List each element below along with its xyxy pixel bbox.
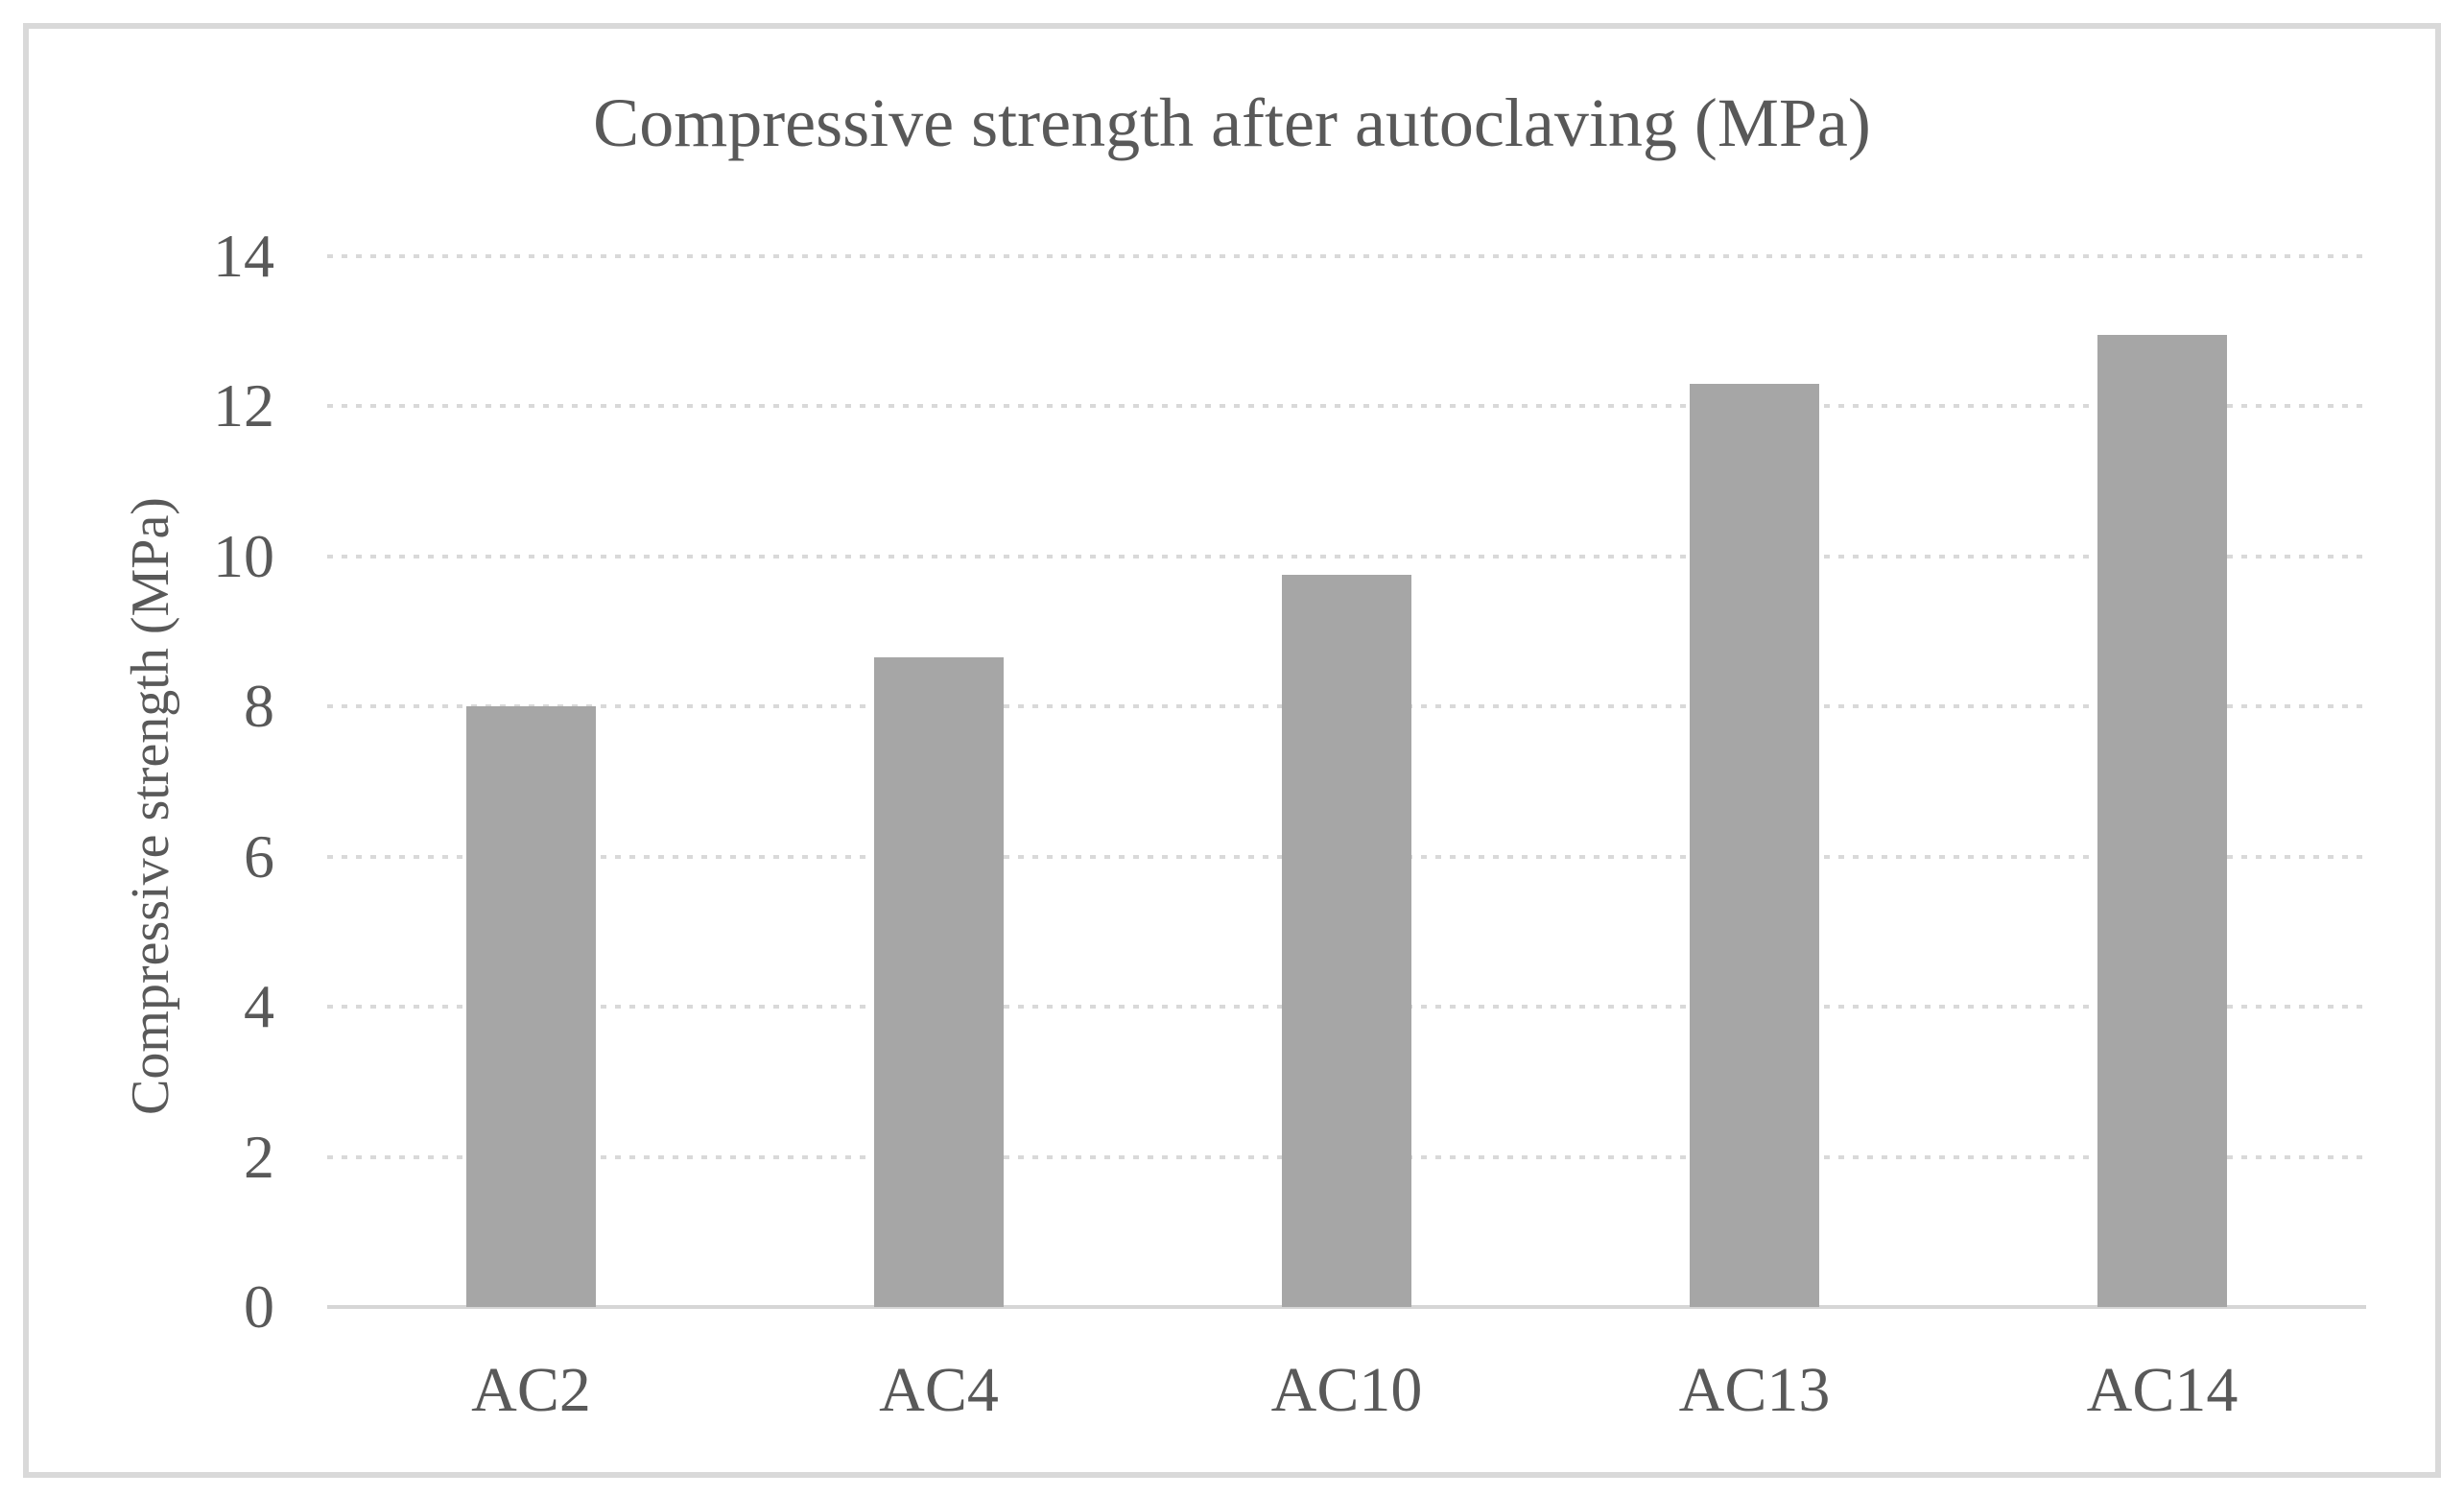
- x-axis-line: [327, 1305, 2366, 1309]
- bar-AC10: [1282, 575, 1411, 1307]
- y-tick-label-0: 0: [244, 1272, 274, 1341]
- gridline-y-10: [327, 554, 2366, 558]
- gridline-y-14: [327, 254, 2366, 258]
- x-category-label-AC4: AC4: [879, 1355, 999, 1425]
- y-tick-label-14: 14: [213, 222, 274, 290]
- x-category-label-AC14: AC14: [2086, 1355, 2239, 1425]
- bar-AC14: [2097, 335, 2227, 1307]
- gridline-y-12: [327, 404, 2366, 409]
- x-category-label-AC13: AC13: [1678, 1355, 1831, 1425]
- chart-title: Compressive strength after autoclaving (…: [593, 84, 1871, 161]
- y-tick-label-4: 4: [244, 972, 274, 1041]
- figure-border: [23, 23, 2441, 1478]
- y-tick-label-8: 8: [244, 672, 274, 741]
- y-tick-label-2: 2: [244, 1122, 274, 1191]
- bar-AC13: [1690, 383, 1819, 1307]
- x-category-label-AC2: AC2: [471, 1355, 591, 1425]
- bar-AC2: [466, 706, 596, 1307]
- bar-AC4: [874, 657, 1004, 1307]
- y-tick-label-12: 12: [213, 371, 274, 440]
- x-category-label-AC10: AC10: [1270, 1355, 1423, 1425]
- y-tick-label-6: 6: [244, 821, 274, 891]
- y-tick-label-10: 10: [213, 521, 274, 590]
